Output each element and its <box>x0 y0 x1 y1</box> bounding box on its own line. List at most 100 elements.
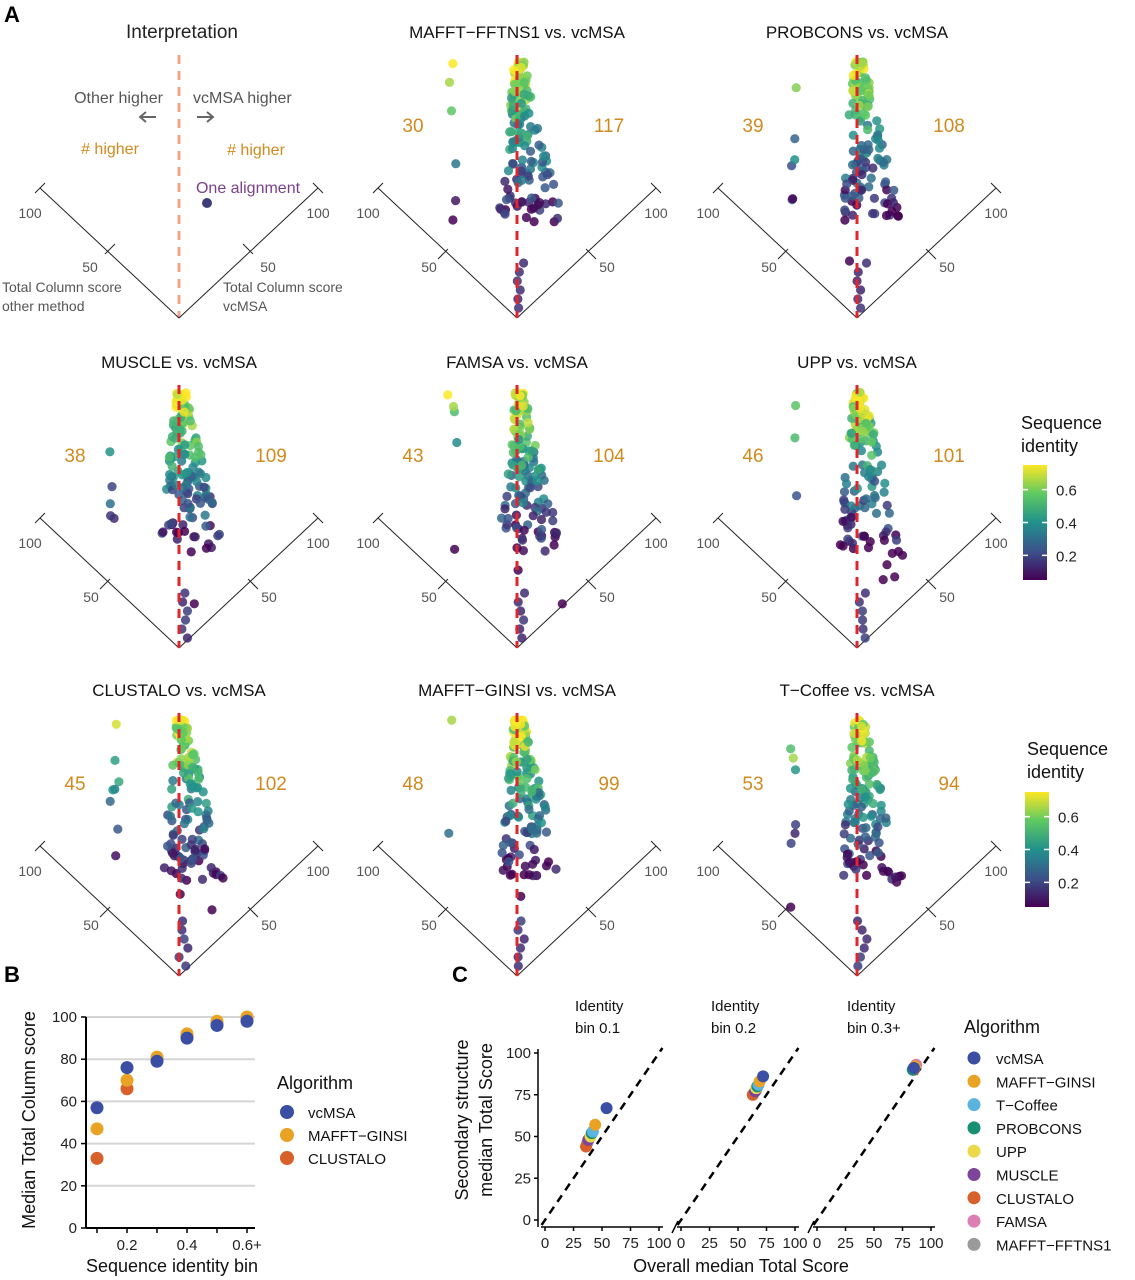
legend-swatch <box>967 1168 981 1181</box>
alignment-point <box>518 498 528 508</box>
axis-label-50-left: 50 <box>421 259 437 275</box>
alignment-point <box>557 599 567 609</box>
alignment-point <box>527 446 537 456</box>
alignment-point <box>868 163 878 173</box>
alignment-point <box>169 416 179 426</box>
alignment-point <box>884 508 895 518</box>
alignment-point <box>890 872 901 882</box>
alignment-point <box>180 440 190 450</box>
alignment-point <box>860 832 871 842</box>
alignment-point <box>786 902 796 912</box>
alignment-point <box>893 211 904 221</box>
alignment-point <box>507 869 517 879</box>
y-tick-label: 0 <box>69 1220 77 1237</box>
panel-c-legend-title: Algorithm <box>964 1017 1040 1037</box>
axis-tick <box>99 578 111 590</box>
alignment-point <box>218 873 228 883</box>
alignment-point <box>168 830 178 840</box>
axis-label-100-left: 100 <box>18 863 42 879</box>
n-higher-right-label: # higher <box>227 142 285 159</box>
colorbar-tick-label: 0.6 <box>1058 810 1079 827</box>
x-tick-label: 75 <box>894 1235 911 1252</box>
alignment-point <box>107 482 117 492</box>
n-higher-left-label: # higher <box>81 141 139 158</box>
alignment-point <box>873 848 883 858</box>
alignment-point <box>857 736 867 746</box>
alignment-point <box>524 804 534 815</box>
alignment-point <box>448 401 459 412</box>
facet-title-line1: Identity <box>575 998 624 1015</box>
alignment-point <box>865 851 875 861</box>
alignment-point <box>876 800 886 810</box>
diamond-panels: MAFFT−FFTNS1 vs. vcMSA 100 100 50 50 30 117 PRO… <box>18 23 1008 977</box>
facet-title-line2: bin 0.2 <box>711 1020 756 1037</box>
axis-break <box>671 1220 679 1234</box>
alignment-point <box>879 487 889 497</box>
panel-c-ylabel-2: median Total Score <box>476 1043 496 1197</box>
alignment-point <box>863 101 873 112</box>
diamond-scatter-5: UPP vs. vcMSA 100 100 50 50 46 101 <box>696 353 1008 649</box>
alignment-point <box>524 870 534 880</box>
axis-label-50-left: 50 <box>83 589 99 605</box>
count-vcmsa-higher: 117 <box>594 116 624 137</box>
alignment-point <box>508 798 518 808</box>
alignment-point <box>857 721 867 731</box>
x-tick-label: 0.2 <box>117 1237 138 1254</box>
alignment-point <box>866 811 876 821</box>
alignment-point <box>179 819 189 829</box>
alignment-point <box>201 798 211 809</box>
alignment-point <box>519 525 529 535</box>
alignment-point <box>520 861 530 871</box>
axis-tick <box>99 906 111 918</box>
count-vcmsa-higher: 102 <box>255 774 287 795</box>
axis-left <box>39 517 180 649</box>
axis-left <box>717 187 858 319</box>
alignment-point <box>213 531 223 541</box>
axis-tick <box>777 906 789 918</box>
alignment-point <box>159 863 169 873</box>
axis-label-50-right: 50 <box>939 259 955 275</box>
axis-tick <box>437 906 449 918</box>
alignment-point <box>853 961 863 971</box>
alignment-point <box>536 514 547 525</box>
alignment-point <box>551 864 561 874</box>
alignment-point <box>860 588 870 598</box>
data-point <box>90 1151 104 1165</box>
axis-label-100-left: 100 <box>356 535 380 551</box>
alignment-point <box>840 215 850 225</box>
alignment-point <box>519 258 529 268</box>
alignment-point <box>519 77 530 88</box>
alignment-point <box>448 59 458 69</box>
alignment-point <box>792 491 802 501</box>
diamond-scatter-4: FAMSA vs. vcMSA 100 100 50 50 43 104 <box>356 353 668 649</box>
legend-label: PROBCONS <box>996 1121 1082 1138</box>
alignment-point <box>512 767 522 777</box>
alignment-point <box>791 820 801 830</box>
count-other-higher: 39 <box>742 116 763 137</box>
alignment-point <box>503 513 513 524</box>
alignment-point <box>873 822 883 832</box>
axis-label-100-left: 100 <box>696 863 720 879</box>
alignment-point <box>519 934 529 944</box>
alignment-point <box>528 859 538 869</box>
alignment-point <box>180 588 190 598</box>
alignment-point <box>503 184 513 194</box>
axis-label-100-right: 100 <box>644 205 668 221</box>
count-other-higher: 43 <box>402 446 423 467</box>
panel-title: FAMSA vs. vcMSA <box>446 353 588 372</box>
axis-tick <box>585 906 597 918</box>
axis-tick <box>585 248 597 260</box>
x-tick-label: 0 <box>813 1235 821 1252</box>
alignment-point <box>875 784 885 795</box>
alignment-point <box>863 543 874 553</box>
alignment-point <box>529 203 539 213</box>
alignment-point <box>844 110 854 120</box>
alignment-point <box>522 131 532 141</box>
alignment-point <box>524 108 534 118</box>
panel-letter-c: C <box>452 962 468 987</box>
axis-break <box>807 1220 815 1234</box>
alignment-point <box>790 155 800 165</box>
axis-label-100-left: 100 <box>18 535 42 551</box>
alignment-point <box>844 858 855 868</box>
